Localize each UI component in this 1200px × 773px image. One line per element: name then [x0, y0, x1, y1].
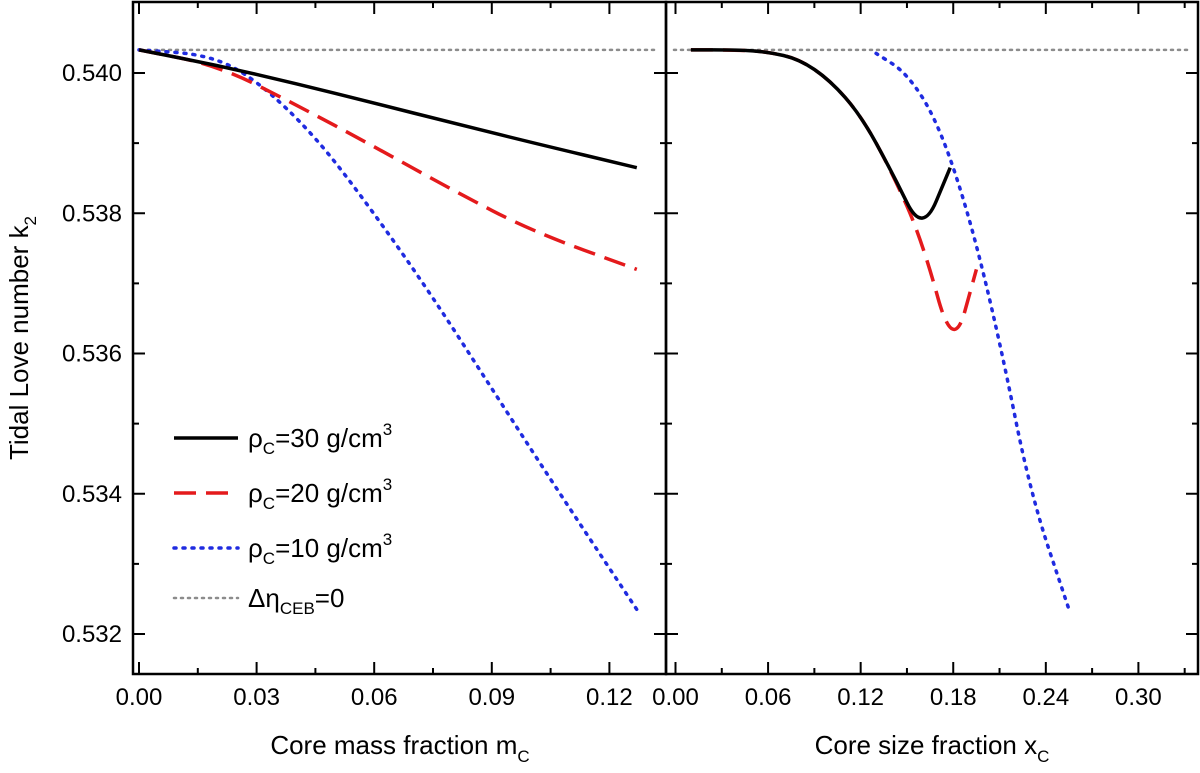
- y-tick-label: 0.540: [62, 60, 122, 87]
- y-tick-label: 0.532: [62, 621, 122, 648]
- right-x-axis-title-text: Core size fraction x: [815, 730, 1038, 760]
- legend-label-rho30: ρC=30 g/cm3: [248, 420, 392, 458]
- left-x-axis-title-text: Core mass fraction m: [270, 730, 517, 760]
- right-x-axis-title-sub: C: [1037, 747, 1049, 766]
- legend: ρC=30 g/cm3 ρC=20 g/cm3 ρC=10 g/cm3 ΔηCE…: [172, 420, 392, 618]
- right-x-tick-label: 0.24: [1022, 684, 1069, 711]
- right-series-rho20-line: [690, 48, 979, 332]
- right-x-tick-label: 0.00: [652, 684, 699, 711]
- y-tick-label: 0.536: [62, 341, 122, 368]
- left-x-tick-label: 0.09: [468, 684, 515, 711]
- legend-label-rho20: ρC=20 g/cm3: [248, 475, 392, 513]
- right-x-tick-label: 0.12: [837, 684, 884, 711]
- right-series-rho10-line: [874, 51, 1071, 612]
- y-tick-label: 0.538: [62, 200, 122, 227]
- left-x-axis-title: Core mass fraction mC: [270, 730, 529, 766]
- right-panel: 0.00 0.06 0.12 0.18 0.24 0.30: [652, 2, 1198, 711]
- right-x-tick-label: 0.30: [1115, 684, 1162, 711]
- right-series-rho30-line: [690, 48, 952, 220]
- left-series-rho20-line: [138, 48, 638, 272]
- y-tick-label: 0.534: [62, 481, 122, 508]
- legend-label-rho10: ρC=10 g/cm3: [248, 530, 392, 568]
- y-axis-title: Tidal Love number k2: [4, 216, 40, 460]
- right-x-tick-label: 0.18: [930, 684, 977, 711]
- left-x-axis-title-sub: C: [517, 747, 529, 766]
- left-panel: 0.00 0.03 0.06 0.09 0.12 0.532 0.534 0.536 0.538…: [62, 2, 666, 711]
- y-axis-title-text: Tidal Love number k: [4, 224, 34, 460]
- right-plot-frame: [664, 0, 1200, 676]
- y-axis-title-sub: 2: [21, 216, 40, 225]
- legend-label-ref: ΔηCEB=0: [248, 583, 344, 618]
- left-x-tick-label: 0.06: [351, 684, 398, 711]
- left-x-tick-label: 0.03: [233, 684, 280, 711]
- left-series-rho30-line: [138, 48, 638, 170]
- right-x-tick-label: 0.06: [745, 684, 792, 711]
- left-plot-frame: [131, 0, 668, 676]
- right-x-axis-title: Core size fraction xC: [815, 730, 1050, 766]
- left-series-rho10-line: [137, 48, 639, 612]
- left-x-tick-label: 0.12: [586, 684, 633, 711]
- left-x-tick-label: 0.00: [116, 684, 163, 711]
